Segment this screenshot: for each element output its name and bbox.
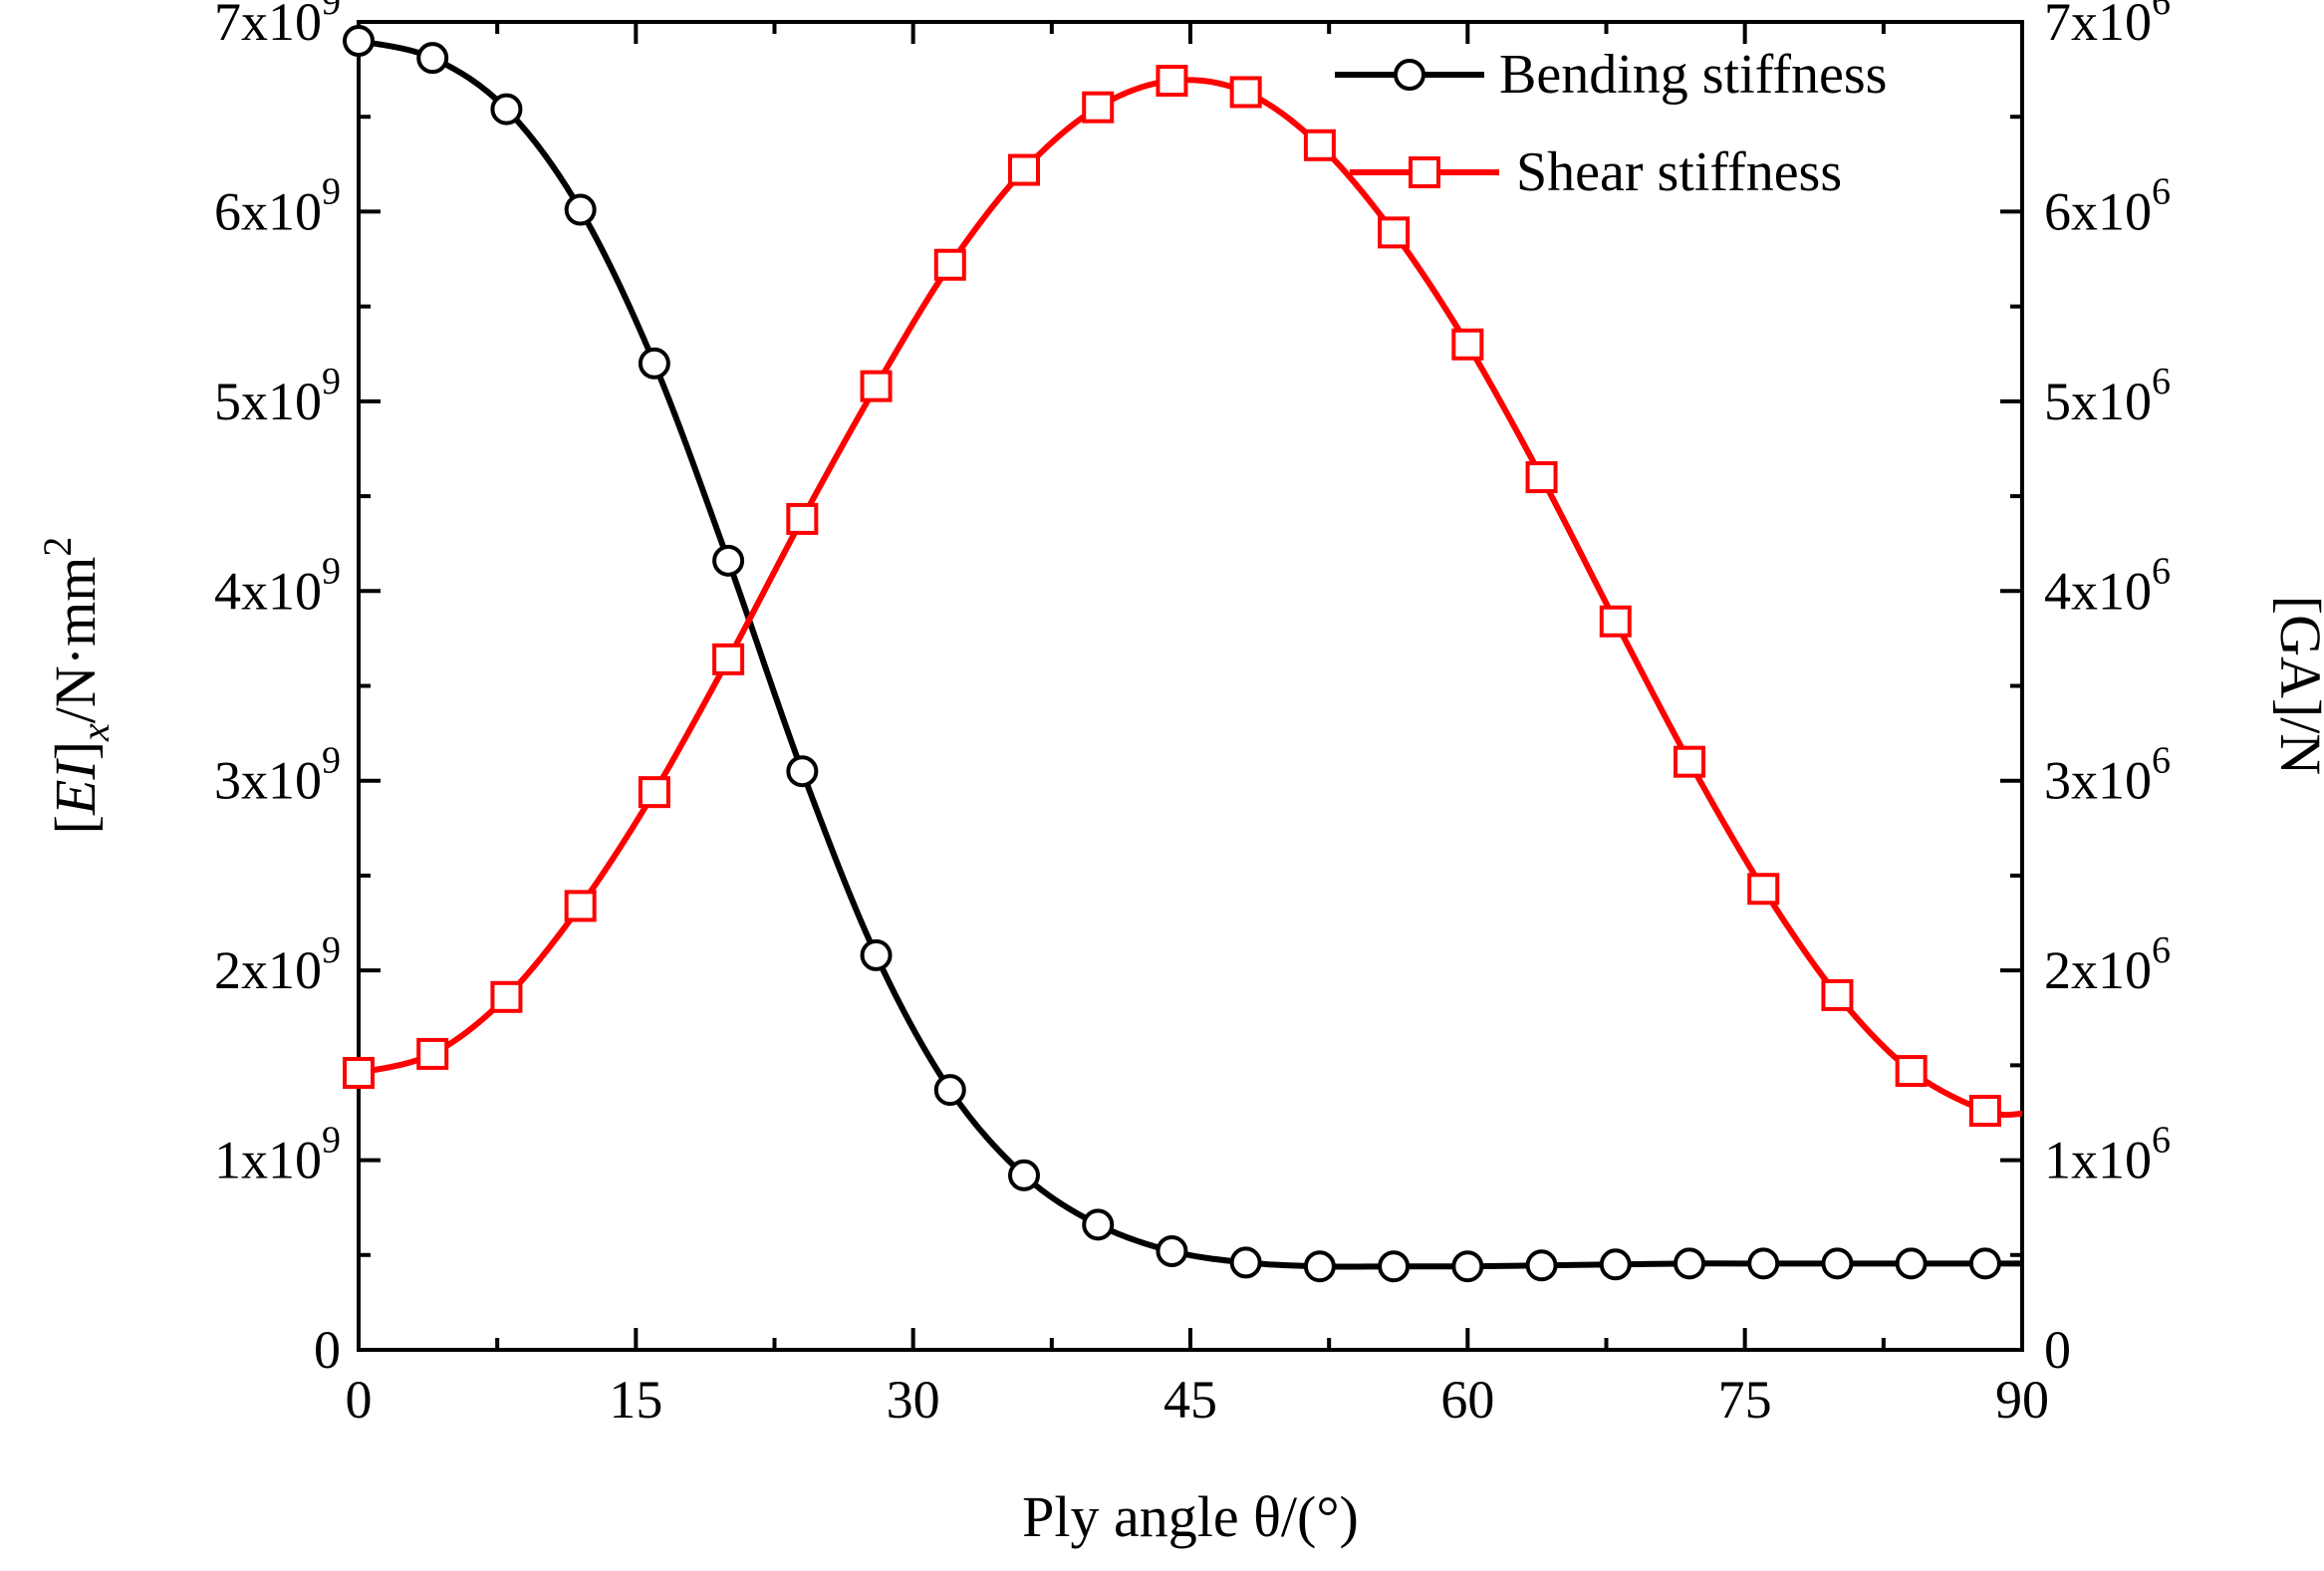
y-right-tick-label: 0 (2044, 1320, 2071, 1380)
data-point-shear (712, 643, 745, 675)
data-point-bending (712, 544, 745, 577)
y-left-bracket-close: ] (43, 741, 108, 760)
data-point-shear (416, 1037, 449, 1070)
data-point-shear (1525, 461, 1558, 494)
legend-label-shear: Shear stiffness (1516, 141, 1842, 203)
plot-frame (357, 20, 2024, 1352)
y-left-tick-label: 5x109 (214, 361, 341, 431)
x-tick-label: 15 (609, 1370, 662, 1430)
data-point-bending (860, 938, 893, 971)
y-left-sup: 2 (35, 537, 80, 557)
series-layer (343, 25, 2023, 1283)
y-right-tick-label: 2x106 (2044, 929, 2171, 1000)
y-left-sub: x (73, 723, 118, 742)
data-point-shear (1303, 129, 1336, 161)
y-right-axis-title: [GA]/N (2268, 596, 2324, 775)
series-line-shear (358, 77, 2023, 1119)
legend-marker-bending (1394, 59, 1425, 91)
data-point-bending (490, 93, 523, 126)
y-right-tick-label: 1x106 (2044, 1120, 2171, 1190)
data-point-bending (416, 42, 449, 75)
y-left-tick-label: 4x109 (214, 550, 341, 621)
data-point-shear (933, 248, 966, 281)
data-point-shear (1674, 745, 1705, 778)
y-left-tick-label: 1x109 (214, 1120, 341, 1190)
x-tick-label: 30 (887, 1370, 940, 1430)
data-point-bending (1303, 1250, 1336, 1283)
data-point-bending (1821, 1247, 1854, 1280)
y-left-bracket-open: [ (43, 815, 108, 834)
data-point-bending (1599, 1248, 1632, 1281)
data-point-shear (1156, 65, 1188, 98)
y-left-tick-label: 7x109 (214, 0, 341, 52)
data-point-shear (1968, 1095, 2001, 1128)
data-point-bending (1895, 1247, 1928, 1280)
data-point-bending (1451, 1250, 1484, 1283)
data-point-shear (1599, 605, 1632, 638)
y-left-var: EI (43, 758, 108, 816)
series-line-bending (358, 38, 2023, 1270)
data-point-shear (1229, 76, 1262, 109)
y-left-unit: /N·mm (43, 557, 108, 724)
data-point-shear (1082, 91, 1115, 124)
data-point-shear (343, 1056, 375, 1089)
x-tick-label: 45 (1163, 1370, 1217, 1430)
data-point-shear (1378, 216, 1411, 249)
legend: Bending stiffness Shear stiffness (1335, 44, 1887, 203)
data-point-bending (1156, 1234, 1188, 1267)
legend-marker-shear (1409, 156, 1440, 188)
data-point-bending (933, 1074, 966, 1107)
data-point-bending (1674, 1247, 1705, 1280)
data-point-bending (1378, 1250, 1411, 1283)
x-axis-title: Ply angle θ/(°) (1022, 1484, 1359, 1549)
x-tick-label: 90 (1995, 1370, 2049, 1430)
data-point-bending (1968, 1247, 2001, 1280)
y-left-tick-label: 0 (314, 1320, 341, 1380)
x-tick-label: 75 (1718, 1370, 1772, 1430)
data-point-shear (1821, 978, 1854, 1011)
data-point-bending (343, 25, 375, 58)
data-point-bending (786, 755, 819, 788)
y-left-tick-label: 3x109 (214, 740, 341, 811)
data-point-shear (1451, 328, 1484, 361)
data-point-bending (1082, 1208, 1115, 1241)
data-point-shear (786, 502, 819, 535)
y-right-tick-label: 6x106 (2044, 170, 2171, 241)
data-point-shear (1747, 873, 1780, 906)
data-point-shear (860, 370, 893, 402)
y-right-tick-label: 4x106 (2044, 550, 2171, 621)
data-point-bending (638, 347, 670, 380)
data-point-bending (564, 193, 597, 226)
x-tick-label: 0 (346, 1370, 373, 1430)
y-right-tick-label: 7x106 (2044, 0, 2171, 52)
data-point-shear (490, 980, 523, 1013)
y-right-tick-label: 3x106 (2044, 740, 2171, 811)
data-point-shear (1008, 153, 1040, 186)
data-point-shear (564, 890, 597, 922)
data-point-bending (1008, 1159, 1040, 1191)
x-tick-label: 60 (1440, 1370, 1494, 1430)
y-left-tick-label: 6x109 (214, 170, 341, 241)
y-left-axis-title: [EI]x/N·mm2 (35, 537, 118, 835)
data-point-bending (1747, 1247, 1780, 1280)
data-point-shear (638, 776, 670, 809)
data-point-shear (1895, 1055, 1928, 1088)
data-point-bending (1525, 1249, 1558, 1282)
legend-label-bending: Bending stiffness (1499, 44, 1887, 106)
data-point-bending (1229, 1246, 1262, 1279)
y-left-tick-label: 2x109 (214, 929, 341, 1000)
y-right-tick-label: 5x106 (2044, 361, 2171, 431)
